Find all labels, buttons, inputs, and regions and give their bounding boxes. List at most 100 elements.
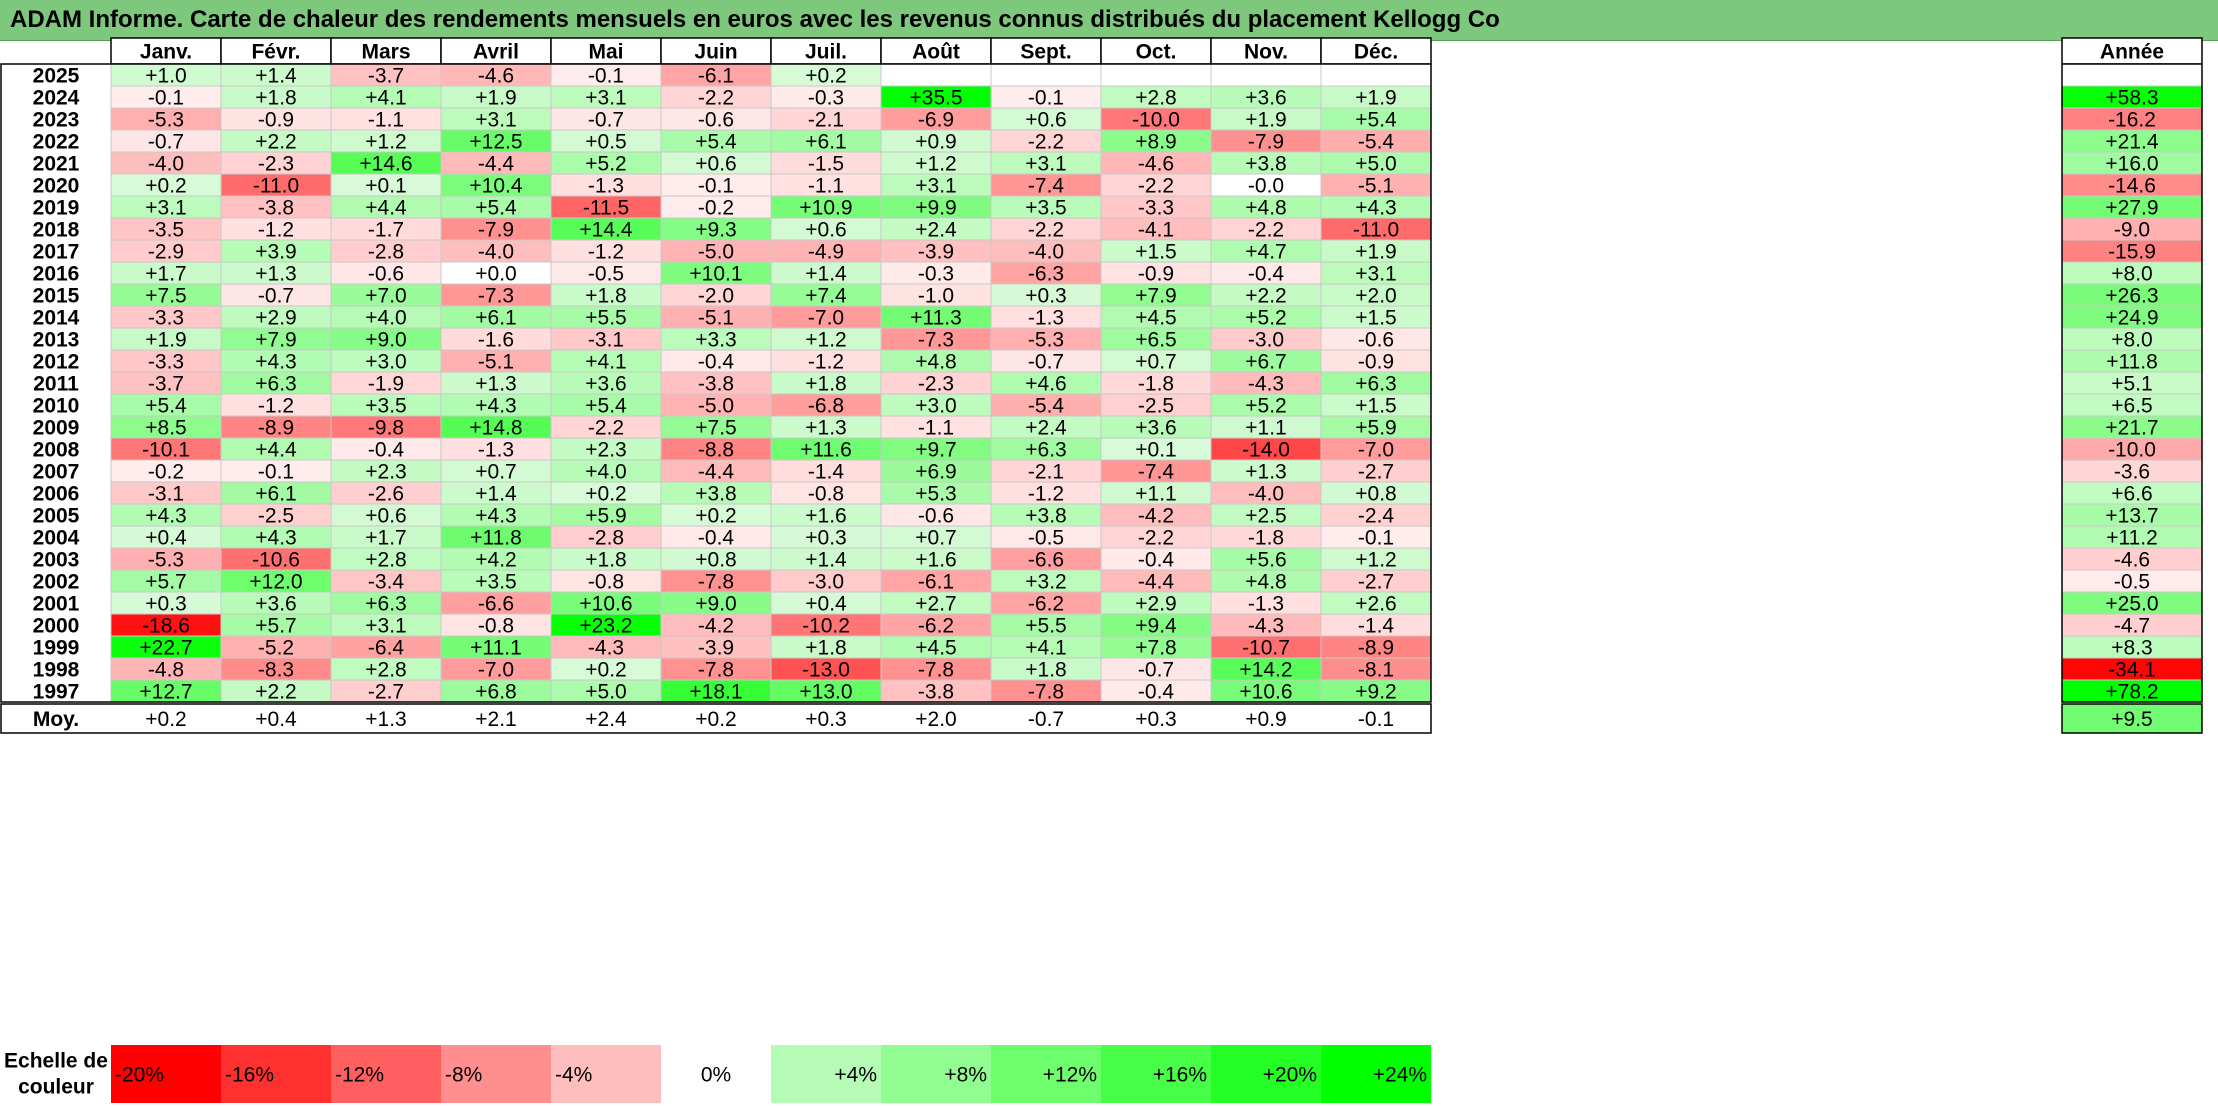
heat-cell-value: +4.8 (1245, 571, 1286, 594)
heat-cell-value: -4.4 (698, 461, 735, 484)
month-header-label: Oct. (1136, 41, 1177, 64)
annual-cell-value: +58.3 (2105, 87, 2158, 110)
row-year-label: 2025 (33, 65, 80, 88)
grid-border (0, 63, 1432, 703)
heat-cell-value: +5.5 (585, 307, 626, 330)
heat-cell-value: -1.3 (478, 439, 514, 462)
heat-cell-value: +22.7 (139, 637, 192, 660)
row-year-label: 1999 (33, 637, 80, 660)
heat-cell-value: +12.5 (469, 131, 522, 154)
heat-cell-value: -6.6 (478, 593, 514, 616)
row-year-label: 2010 (33, 395, 80, 418)
heat-cell-value: +4.7 (1245, 241, 1286, 264)
heat-cell-value: +10.4 (469, 175, 522, 198)
heat-cell-value: +9.7 (915, 439, 956, 462)
heat-cell-value: +0.6 (1025, 109, 1066, 132)
heat-cell-value: +2.6 (1355, 593, 1396, 616)
heat-cell-value: +0.5 (585, 131, 626, 154)
heat-cell-value: -6.2 (918, 615, 954, 638)
heat-cell-value: +1.5 (1135, 241, 1176, 264)
heat-cell-value: +3.6 (1135, 417, 1176, 440)
heat-cell-value: -9.8 (368, 417, 404, 440)
heat-cell-value: +5.2 (1245, 395, 1286, 418)
heat-cell-value: -0.1 (258, 461, 294, 484)
heat-cell-value: -0.8 (808, 483, 844, 506)
row-year-label: 2007 (33, 461, 80, 484)
heat-cell-value: +1.8 (805, 637, 846, 660)
heat-cell-value: +11.6 (800, 439, 852, 462)
heat-cell-value: -2.2 (588, 417, 624, 440)
heat-cell-value: -4.6 (1138, 153, 1174, 176)
heat-cell-value: -5.1 (1358, 175, 1394, 198)
heat-cell-value: -6.1 (918, 571, 954, 594)
heat-cell-value: +3.8 (695, 483, 736, 506)
heat-cell-value: -0.4 (698, 527, 735, 550)
heat-cell-value: +2.3 (365, 461, 406, 484)
heat-cell-value: +6.1 (475, 307, 516, 330)
heat-cell-value: +4.3 (145, 505, 186, 528)
heat-cell-value: -6.6 (1028, 549, 1064, 572)
heat-cell-value: +1.9 (145, 329, 186, 352)
heat-cell-value: -8.9 (258, 417, 294, 440)
heat-cell-value: +2.9 (1135, 593, 1176, 616)
average-value: +0.3 (1135, 708, 1176, 731)
heat-cell-value: -2.2 (1138, 175, 1174, 198)
row-year-label: 2021 (33, 153, 80, 176)
scale-stop-label: +20% (1263, 1064, 1317, 1087)
heat-cell-value: -3.0 (1248, 329, 1284, 352)
row-year-label: 2020 (33, 175, 80, 198)
heat-cell-value: +0.4 (145, 527, 187, 550)
heat-cell-value: -1.5 (808, 153, 844, 176)
heat-cell-value: -5.1 (698, 307, 734, 330)
heat-cell-value: +5.3 (915, 483, 956, 506)
heat-cell-value: +1.8 (585, 285, 626, 308)
month-header-label: Janv. (140, 41, 192, 64)
scale-stop-label: +24% (1373, 1064, 1427, 1087)
heat-cell-value: +2.5 (1245, 505, 1286, 528)
heat-cell-value: +5.4 (695, 131, 737, 154)
heat-cell-value: +7.4 (805, 285, 847, 308)
heat-cell (1320, 63, 1432, 87)
row-year-label: 2012 (33, 351, 80, 374)
heat-cell-value: +7.9 (1135, 285, 1176, 308)
heat-cell-value: +2.9 (255, 307, 296, 330)
heat-cell-value: +8.5 (145, 417, 186, 440)
heat-cell-value: +12.0 (249, 571, 302, 594)
heat-cell-value: +4.4 (255, 439, 297, 462)
scale-swatch (771, 1045, 881, 1103)
heat-cell-value: -5.3 (148, 109, 184, 132)
heat-cell-value: -0.8 (478, 615, 514, 638)
row-year-label: 2014 (33, 307, 80, 330)
heat-cell-value: +5.7 (255, 615, 296, 638)
heat-cell-value: +2.7 (915, 593, 956, 616)
annual-cell-value: +78.2 (2105, 681, 2158, 704)
heat-cell-value: +0.3 (805, 527, 846, 550)
heat-cell-value: +0.6 (365, 505, 406, 528)
annual-cell-value: -9.0 (2114, 219, 2150, 242)
row-year-label: 2015 (33, 285, 80, 308)
heat-cell-value: -4.0 (1028, 241, 1064, 264)
scale-stop-label: +12% (1043, 1064, 1097, 1087)
heat-cell-value: +5.2 (1245, 307, 1286, 330)
heat-cell-value: +1.5 (1355, 395, 1396, 418)
heat-cell-value: -4.1 (1138, 219, 1174, 242)
heat-cell-value: +4.8 (1245, 197, 1286, 220)
scale-stop-label: -4% (555, 1064, 592, 1087)
month-header-label: Août (912, 41, 960, 64)
heat-cell-value: +0.2 (805, 65, 846, 88)
heat-cell-value: +5.4 (585, 395, 627, 418)
annual-cell-value: +25.0 (2105, 593, 2158, 616)
heat-cell-value: +12.7 (139, 681, 192, 704)
heat-cell-value: -5.3 (1028, 329, 1064, 352)
annual-cell-value: -3.6 (2114, 461, 2150, 484)
heat-cell-value: -5.0 (698, 241, 734, 264)
scale-swatch (1321, 1045, 1431, 1103)
heat-cell-value: -0.4 (1138, 549, 1175, 572)
heat-cell-value: -0.4 (368, 439, 405, 462)
heat-cell-value: -2.3 (918, 373, 954, 396)
heat-cell-value: -1.2 (258, 395, 294, 418)
scale-stop-label: +4% (834, 1064, 877, 1087)
month-header-cell (550, 37, 662, 65)
heat-cell-value: -0.8 (588, 571, 624, 594)
